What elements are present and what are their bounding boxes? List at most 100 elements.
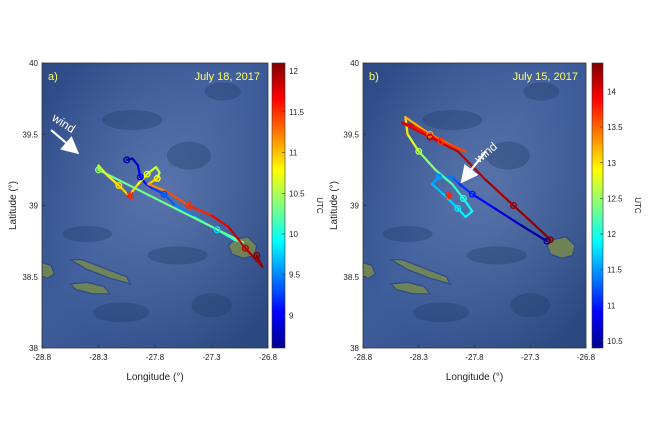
track-point <box>468 190 476 198</box>
island-faial <box>42 261 56 279</box>
y-tick-label: 38 <box>350 344 359 353</box>
track-point <box>115 182 123 190</box>
colorbar-tick-label: 11 <box>289 149 298 158</box>
x-axis-label: Longitude (°) <box>446 372 503 383</box>
x-tick-label: -28.8 <box>33 353 52 362</box>
track-point <box>415 147 423 155</box>
colorbar: 9 9.5 10 10.5 11 11.5 12 UTC <box>271 62 324 349</box>
release-site-marker <box>444 191 453 200</box>
x-tick-label: -27.3 <box>521 353 540 362</box>
seafloor-feature <box>166 141 211 170</box>
seafloor-feature <box>523 82 560 101</box>
track-point <box>185 201 193 209</box>
seafloor-feature <box>510 293 551 318</box>
seafloor-feature <box>422 110 483 130</box>
track-segment <box>136 164 142 179</box>
y-tick-label: 39.5 <box>343 130 359 139</box>
colorbar-tick-label: 14 <box>607 88 616 97</box>
colorbar-tick-label: 9 <box>289 311 294 320</box>
track-segment <box>147 177 159 186</box>
wind-arrow <box>460 150 487 184</box>
colorbar-tick-label: 12 <box>607 230 616 239</box>
x-axis-label: Longitude (°) <box>126 372 183 383</box>
map-area <box>42 63 268 348</box>
y-tick-label: 39 <box>29 202 38 211</box>
y-tick-label: 40 <box>29 59 38 68</box>
panel-date: July 18, 2017 <box>195 71 260 83</box>
track-segment <box>517 222 549 243</box>
colorbar-label: UTC <box>633 197 642 214</box>
y-axis-label: Latitude (°) <box>329 181 340 230</box>
sea-shading <box>363 63 586 348</box>
colorbar: 10.5 11 11.5 12 12.5 13 13.5 14 UTC <box>591 62 642 349</box>
track-point <box>454 204 462 212</box>
y-tick-label: 39.5 <box>22 130 38 139</box>
colorbar-scale <box>591 62 604 349</box>
y-axis-label: Latitude (°) <box>8 181 19 230</box>
track-segment <box>456 207 467 218</box>
track-point <box>426 130 434 138</box>
panel-label: a) <box>48 71 58 83</box>
track-point <box>136 173 144 181</box>
track-segment <box>187 204 213 217</box>
track-segment <box>147 183 168 193</box>
sea-shading <box>42 63 268 348</box>
track-segment <box>493 207 521 226</box>
colorbar-tick-label: 11.5 <box>607 266 623 275</box>
wind-arrow <box>50 129 80 155</box>
track-point <box>153 174 161 182</box>
y-tick-label: 40 <box>350 59 359 68</box>
colorbar-tick-label: 11 <box>607 301 616 310</box>
x-tick-label: -26.8 <box>259 353 278 362</box>
track-point <box>510 201 518 209</box>
track-point <box>546 236 554 244</box>
track-point <box>253 251 261 259</box>
track-point <box>143 170 151 178</box>
seafloor-feature <box>466 246 527 265</box>
x-tick-label: -27.8 <box>465 353 484 362</box>
track-segment <box>451 175 459 184</box>
colorbar-tick-label: 10 <box>289 230 298 239</box>
track-segment <box>404 116 431 136</box>
release-site-marker <box>126 191 135 200</box>
seafloor-feature <box>102 110 163 130</box>
colorbar-tick-label: 11.5 <box>289 108 305 117</box>
seafloor-feature <box>413 302 470 323</box>
seafloor-feature <box>204 82 241 101</box>
track-segment <box>400 121 431 139</box>
island-faial <box>363 261 377 279</box>
track-point <box>426 133 434 141</box>
island-pico-faial <box>68 259 132 285</box>
track-point <box>160 190 168 198</box>
track-segment <box>155 165 161 174</box>
x-tick-label: -27.3 <box>202 353 221 362</box>
track-segment <box>464 210 474 218</box>
colorbar-tick-label: 13 <box>607 159 616 168</box>
track-segment <box>434 168 454 186</box>
seafloor-feature <box>93 302 150 323</box>
colorbar-tick-label: 13.5 <box>607 123 623 132</box>
track-segment <box>151 187 166 196</box>
panel-label: b) <box>369 71 379 83</box>
track-point <box>123 156 131 164</box>
colorbar-tick-label: 12.5 <box>607 194 623 203</box>
track-segment <box>145 165 158 176</box>
map-area <box>363 63 586 348</box>
seafloor-feature <box>485 141 530 170</box>
x-tick-label: -28.8 <box>354 353 373 362</box>
colorbar-tick-label: 10.5 <box>607 337 623 346</box>
track-segment <box>210 214 230 228</box>
y-tick-label: 38.5 <box>22 273 38 282</box>
x-tick-label: -28.3 <box>410 353 429 362</box>
track-segment <box>431 183 445 196</box>
x-tick-label: -28.3 <box>89 353 108 362</box>
y-tick-label: 38 <box>29 344 38 353</box>
track-point <box>459 194 467 202</box>
panel-date: July 15, 2017 <box>513 71 578 83</box>
track-segment <box>139 175 148 186</box>
colorbar-tick-label: 9.5 <box>289 271 301 280</box>
colorbar-tick-label: 10.5 <box>289 189 305 198</box>
x-tick-label: -26.8 <box>577 353 596 362</box>
